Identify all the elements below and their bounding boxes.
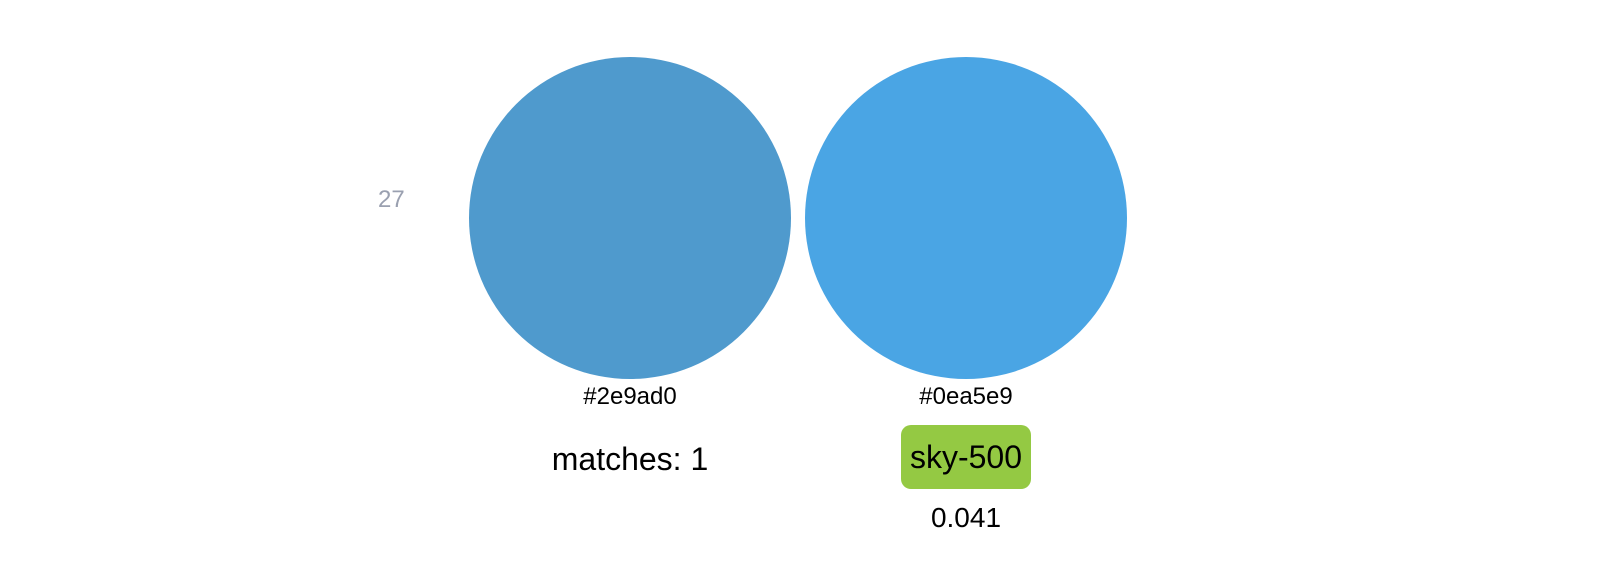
match-distance: 0.041 (930, 502, 1002, 533)
input-hex-label: #2e9ad0 (583, 383, 677, 410)
input-swatch-column: #2e9ad0 matches: 1 (469, 57, 791, 479)
match-color-circle (805, 57, 1127, 379)
match-name-badge: sky-500 (900, 425, 1032, 489)
matches-count: matches: 1 (551, 441, 709, 477)
row-index: 27 (378, 186, 405, 213)
input-color-circle (469, 57, 791, 379)
match-hex-label: #0ea5e9 (919, 383, 1013, 410)
match-swatch-column: #0ea5e9 sky-500 0.041 (805, 57, 1127, 535)
